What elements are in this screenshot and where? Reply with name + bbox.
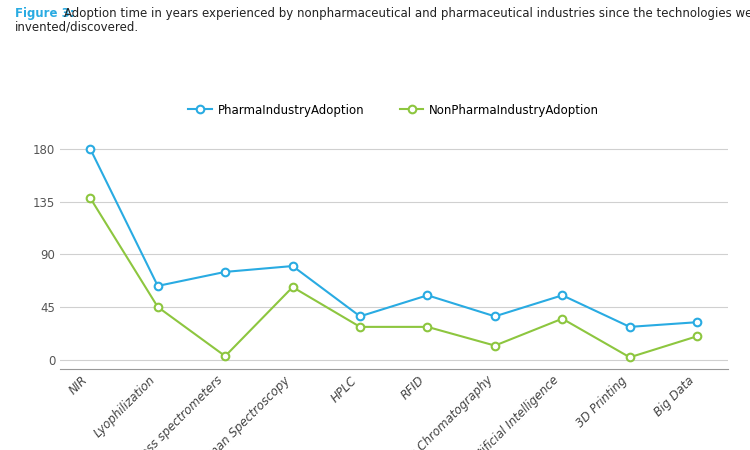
Text: invented/discovered.: invented/discovered. — [15, 20, 140, 33]
Legend: PharmaIndustryAdoption, NonPharmaIndustryAdoption: PharmaIndustryAdoption, NonPharmaIndustr… — [184, 99, 604, 121]
Text: Figure 3:: Figure 3: — [15, 7, 74, 20]
Text: Adoption time in years experienced by nonpharmaceutical and pharmaceutical indus: Adoption time in years experienced by no… — [64, 7, 750, 20]
